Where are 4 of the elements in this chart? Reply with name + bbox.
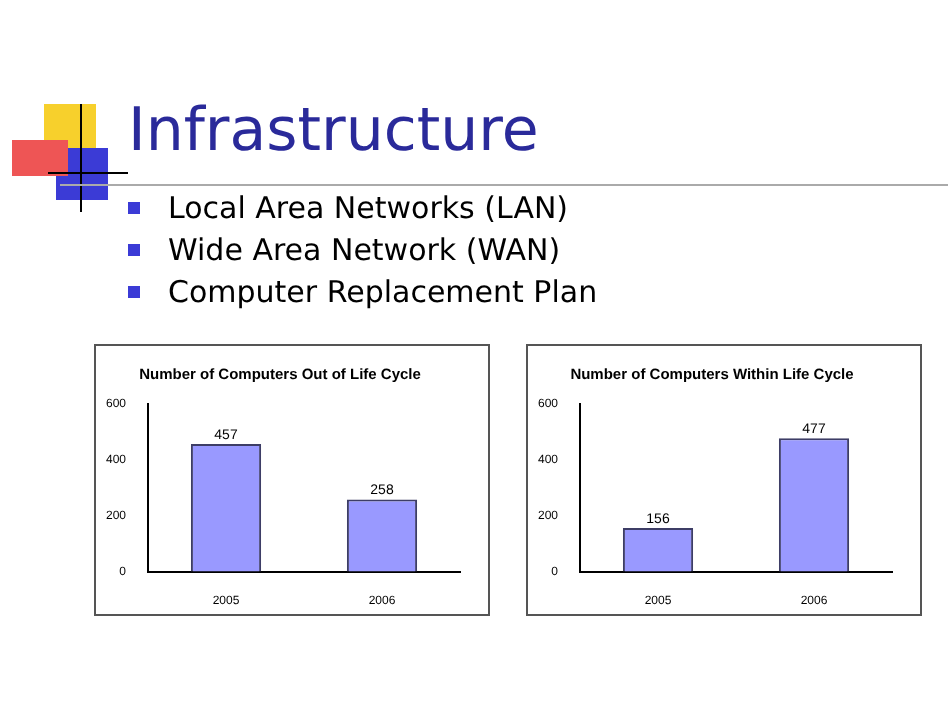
text: Computer Replacement Plan bbox=[168, 274, 598, 310]
text: Infrastructure bbox=[128, 96, 539, 166]
text: Wide Area Network (WAN) bbox=[168, 232, 561, 268]
text: Local Area Networks (LAN) bbox=[168, 190, 569, 226]
